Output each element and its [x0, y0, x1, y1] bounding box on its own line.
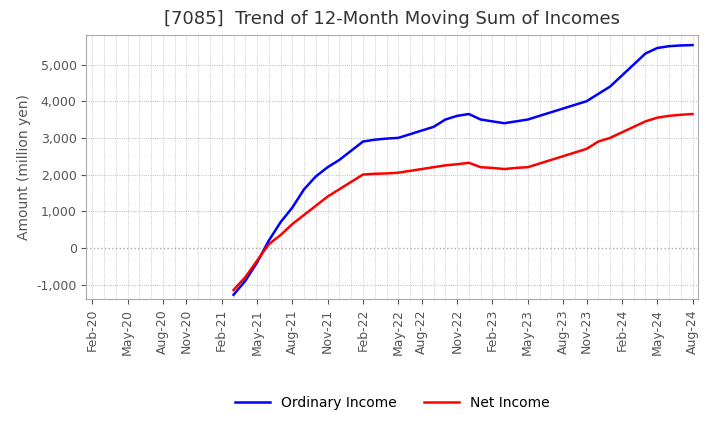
Ordinary Income [347, 148, 356, 154]
Ordinary Income [523, 117, 532, 122]
Ordinary Income [300, 187, 308, 192]
Net Income [335, 187, 343, 192]
Net Income [570, 150, 579, 155]
Ordinary Income [253, 260, 261, 265]
Net Income [665, 113, 673, 118]
Net Income [512, 165, 521, 171]
Ordinary Income [429, 124, 438, 129]
Ordinary Income [641, 51, 649, 56]
Net Income [359, 172, 367, 177]
Ordinary Income [241, 278, 250, 283]
Net Income [464, 160, 473, 165]
Ordinary Income [570, 102, 579, 107]
Net Income [418, 166, 426, 172]
Ordinary Income [629, 62, 638, 67]
Net Income [347, 179, 356, 184]
Ordinary Income [488, 119, 497, 124]
Net Income [500, 166, 508, 172]
Ordinary Income [512, 119, 521, 124]
Net Income [535, 161, 544, 166]
Ordinary Income [606, 84, 614, 89]
Ordinary Income [477, 117, 485, 122]
Net Income [229, 287, 238, 293]
Ordinary Income [618, 73, 626, 78]
Net Income [594, 139, 603, 144]
Net Income [547, 157, 556, 162]
Ordinary Income [406, 132, 415, 137]
Net Income [394, 170, 402, 175]
Net Income [488, 165, 497, 171]
Net Income [606, 135, 614, 140]
Legend: Ordinary Income, Net Income: Ordinary Income, Net Income [230, 391, 555, 416]
Net Income [641, 119, 649, 124]
Ordinary Income [335, 157, 343, 162]
Ordinary Income [418, 128, 426, 133]
Ordinary Income [323, 165, 332, 170]
Net Income [241, 275, 250, 280]
Net Income [323, 194, 332, 199]
Ordinary Income [370, 137, 379, 142]
Ordinary Income [382, 136, 391, 141]
Title: [7085]  Trend of 12-Month Moving Sum of Incomes: [7085] Trend of 12-Month Moving Sum of I… [164, 10, 621, 28]
Net Income [582, 146, 591, 151]
Ordinary Income [500, 121, 508, 126]
Ordinary Income [676, 43, 685, 48]
Net Income [453, 161, 462, 167]
Ordinary Income [453, 113, 462, 118]
Net Income [441, 163, 450, 168]
Net Income [688, 111, 697, 117]
Net Income [618, 130, 626, 135]
Ordinary Income [229, 292, 238, 297]
Ordinary Income [276, 220, 285, 225]
Net Income [276, 232, 285, 238]
Ordinary Income [464, 111, 473, 117]
Ordinary Income [535, 113, 544, 118]
Y-axis label: Amount (million yen): Amount (million yen) [17, 94, 31, 240]
Net Income [264, 242, 273, 247]
Net Income [559, 154, 567, 159]
Ordinary Income [582, 99, 591, 104]
Ordinary Income [559, 106, 567, 111]
Ordinary Income [264, 238, 273, 243]
Net Income [429, 165, 438, 170]
Net Income [300, 212, 308, 217]
Line: Ordinary Income: Ordinary Income [233, 45, 693, 295]
Net Income [406, 168, 415, 173]
Ordinary Income [665, 44, 673, 49]
Net Income [370, 171, 379, 176]
Ordinary Income [441, 117, 450, 122]
Net Income [653, 115, 662, 120]
Ordinary Income [594, 91, 603, 96]
Net Income [288, 221, 297, 227]
Ordinary Income [359, 139, 367, 144]
Line: Net Income: Net Income [233, 114, 693, 290]
Ordinary Income [288, 205, 297, 210]
Ordinary Income [653, 45, 662, 51]
Net Income [629, 124, 638, 129]
Ordinary Income [394, 135, 402, 140]
Net Income [382, 171, 391, 176]
Net Income [477, 165, 485, 170]
Ordinary Income [312, 174, 320, 179]
Net Income [253, 258, 261, 263]
Net Income [523, 165, 532, 170]
Net Income [676, 112, 685, 117]
Ordinary Income [688, 42, 697, 48]
Net Income [312, 203, 320, 209]
Ordinary Income [547, 110, 556, 115]
